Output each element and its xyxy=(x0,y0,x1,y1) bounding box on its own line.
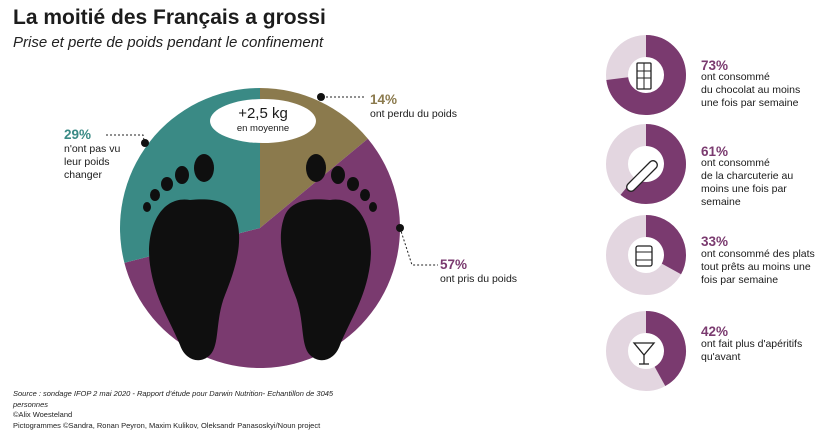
stat-text-chocolate-1: ont consommé xyxy=(701,71,770,83)
donut-value-0 xyxy=(606,35,686,115)
slice-label-olive: 14% ont perdu du poids xyxy=(370,93,457,121)
slice-text-plum: ont pris du poids xyxy=(440,273,518,285)
donut-hole-1 xyxy=(630,148,662,180)
slice-label-teal: 29% n'ont pas vu leur poids changer xyxy=(64,128,120,182)
stat-text-charcuterie-1: ont consommé xyxy=(701,157,770,169)
stat-text-charcuterie: ont consommé de la charcuterie au moins … xyxy=(701,157,821,209)
average-gain-badge: +2,5 kg en moyenne xyxy=(210,99,316,143)
slice-text-teal-1: n'ont pas vu xyxy=(64,143,121,155)
leader-line-teal xyxy=(106,134,146,146)
leader-line-plum xyxy=(399,227,438,266)
stat-text-charcuterie-4: semaine xyxy=(701,196,741,208)
source-line-3: ©Alix Woesteland xyxy=(13,410,73,419)
slice-text-teal-2: leur poids xyxy=(64,156,110,168)
stat-text-chocolate-3: une fois par semaine xyxy=(701,97,799,109)
source-line-4: Pictogrammes ©Sandra, Ronan Peyron, Maxi… xyxy=(13,420,321,430)
stat-text-chocolate-2: du chocolat au moins xyxy=(701,84,801,96)
stat-text-plats: ont consommé des plats tout prêts au moi… xyxy=(701,248,821,287)
donut-value-3 xyxy=(645,311,686,387)
stat-text-aperitifs-1: ont fait plus d'apéritifs xyxy=(701,338,803,350)
stat-value-chocolate: 73% xyxy=(701,58,729,73)
page-title: La moitié des Français a grossi xyxy=(13,6,326,29)
cocktail-icon xyxy=(632,342,656,365)
stat-text-plats-1: ont consommé des plats xyxy=(701,248,815,260)
stat-text-charcuterie-2: de la charcuterie au xyxy=(701,170,794,182)
page-subtitle: Prise et perte de poids pendant le confi… xyxy=(13,34,324,51)
leader-dot-teal xyxy=(141,139,149,147)
leader-dot-olive xyxy=(317,93,325,101)
stat-text-plats-2: tout prêts au moins une xyxy=(701,261,811,273)
stat-text-aperitifs-2: qu'avant xyxy=(701,351,741,363)
average-gain-caption: en moyenne xyxy=(236,123,290,134)
chocolate-icon xyxy=(636,62,652,90)
stat-text-plats-3: fois par semaine xyxy=(701,274,779,286)
stat-text-chocolate: ont consommé du chocolat au moins une fo… xyxy=(701,71,821,110)
canned-food-icon xyxy=(635,245,653,267)
stat-value-charcuterie: 61% xyxy=(701,144,729,159)
stat-text-charcuterie-3: moins une fois par xyxy=(701,183,787,195)
donut-value-1 xyxy=(620,124,686,204)
stat-text-aperitifs: ont fait plus d'apéritifs qu'avant xyxy=(701,338,821,364)
average-gain-value: +2,5 kg xyxy=(238,105,288,122)
source-line-1: Source : sondage IFOP 2 mai 2020 - Rappo… xyxy=(13,389,334,398)
slice-label-plum: 57% ont pris du poids xyxy=(440,258,517,286)
source-line-2: personnes xyxy=(13,399,49,409)
slice-value-plum: 57% xyxy=(440,257,468,272)
source-credits: Source : sondage IFOP 2 mai 2020 - Rappo… xyxy=(13,389,373,431)
slice-value-teal: 29% xyxy=(64,127,92,142)
slice-text-olive: ont perdu du poids xyxy=(370,108,457,120)
leader-dot-plum xyxy=(396,224,404,232)
stat-value-plats: 33% xyxy=(701,234,729,249)
right-footprint-icon xyxy=(280,154,377,361)
donut-value-2 xyxy=(645,215,686,275)
sausage-icon xyxy=(626,160,658,192)
slice-value-olive: 14% xyxy=(370,92,398,107)
left-footprint-icon xyxy=(143,154,240,361)
slice-text-teal-3: changer xyxy=(64,169,102,181)
stat-value-aperitifs: 42% xyxy=(701,324,729,339)
